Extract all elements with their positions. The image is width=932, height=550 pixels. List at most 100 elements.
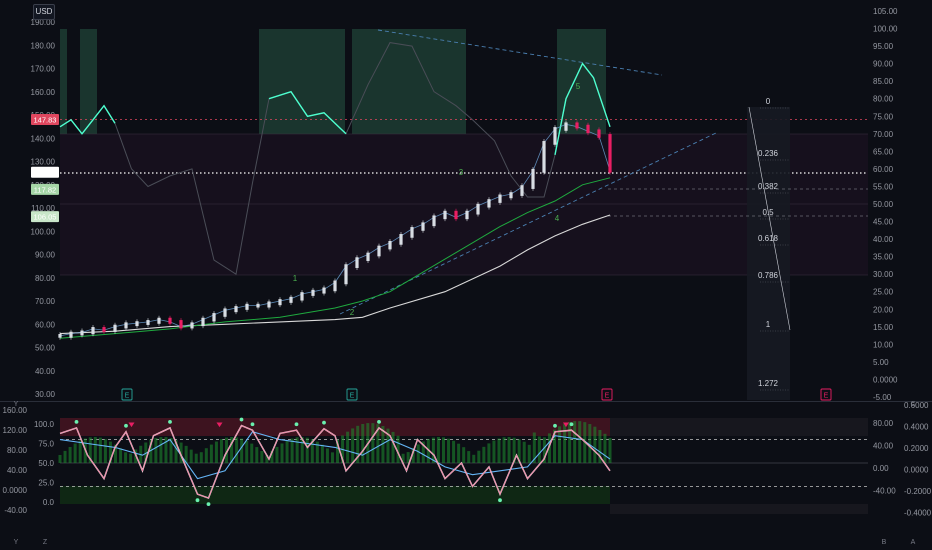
fib-level-label: 0.786 <box>758 271 779 280</box>
right-scale-tick: 90.00 <box>873 60 894 69</box>
osc-signal-dot <box>74 420 79 424</box>
osc-right-tick: -0.4000 <box>904 509 932 518</box>
candle-body <box>421 222 425 231</box>
right-scale-tick: 70.00 <box>873 130 894 139</box>
wave-label: 5 <box>576 82 581 91</box>
oscillator-overlay-segment-2 <box>268 90 347 135</box>
earnings-marker[interactable]: E <box>121 388 133 401</box>
left-price-tick: 90.00 <box>35 251 56 260</box>
candle-body <box>102 327 106 332</box>
osc-right-inner-tick: 0.00 <box>873 464 889 473</box>
candle-body <box>377 245 381 257</box>
earnings-marker[interactable]: E <box>601 388 613 401</box>
resistance-trend-line <box>377 29 663 76</box>
price-badge: 117.82 <box>31 183 59 195</box>
candle-body <box>146 320 150 325</box>
right-scale-tick: 55.00 <box>873 182 894 191</box>
candle-body <box>135 321 139 327</box>
osc-left-tick: 40.00 <box>7 466 28 475</box>
right-scale-tick: 105.00 <box>873 7 898 16</box>
candle-body <box>190 322 194 329</box>
fib-level-label: 0.618 <box>758 234 779 243</box>
candle-body <box>168 317 172 324</box>
oscillator-panel[interactable] <box>58 417 868 514</box>
candle-body <box>289 296 293 303</box>
left-price-tick: 100.00 <box>31 227 56 236</box>
candle-body <box>278 299 282 306</box>
osc-slow-line <box>59 431 611 480</box>
price-series <box>58 42 612 340</box>
right-scale-tick: 60.00 <box>873 165 894 174</box>
osc-left-inner-tick: 100.0 <box>34 420 55 429</box>
osc-sell-marker <box>563 422 569 428</box>
left-price-tick: 80.00 <box>35 274 56 283</box>
osc-signal-dot <box>239 417 244 422</box>
earnings-marker-box <box>346 388 358 401</box>
osc-signal-dot <box>498 498 502 503</box>
green-zone-0 <box>60 29 67 134</box>
right-scale-tick: 20.00 <box>873 305 894 314</box>
candle-body <box>223 308 227 317</box>
currency-button[interactable]: USD <box>33 4 55 20</box>
candle-body <box>58 334 62 338</box>
price-badge-label: 125.17 <box>34 168 57 177</box>
osc-corner-icon-right: C <box>910 401 915 408</box>
left-price-tick: 40.00 <box>35 367 56 376</box>
bottom-right-icon: A <box>911 539 916 546</box>
purple-zone-band <box>60 134 868 275</box>
lower-zone-future <box>610 504 868 514</box>
candle-body <box>124 322 128 329</box>
bottom-bar[interactable]: Y Z B A Y C <box>0 401 932 550</box>
osc-signal-dot <box>569 422 574 427</box>
earnings-marker-label: E <box>125 393 130 400</box>
candle-body <box>520 185 524 196</box>
candle-body <box>564 122 568 131</box>
oscillator-overlay-segment-1 <box>59 104 116 135</box>
price-badge-bg <box>31 211 59 223</box>
left-price-tick: 70.00 <box>35 297 56 306</box>
bottom-bar-bg <box>0 531 932 550</box>
candle-body <box>465 210 469 220</box>
candle-body <box>355 257 359 268</box>
fib-level-label: 0.382 <box>758 182 779 191</box>
fib-level-label: 1.272 <box>758 379 779 388</box>
candle-body <box>542 141 546 173</box>
wave-label: 3 <box>459 168 464 177</box>
osc-signal-dot <box>168 420 172 424</box>
bottom-right-icon: B <box>882 539 887 546</box>
osc-right-inner-tick: -40.00 <box>873 487 896 496</box>
candle-body <box>91 327 95 335</box>
overbought-zone-future <box>610 418 868 436</box>
price-badge-bg <box>31 114 59 126</box>
candle-body <box>388 241 392 250</box>
osc-left-inner-tick: 75.0 <box>38 440 54 449</box>
candle-body <box>234 306 238 313</box>
candle-body <box>267 301 271 308</box>
candle-body <box>509 192 513 199</box>
wave-label: 4 <box>555 214 560 223</box>
right-scale-tick: 5.00 <box>873 358 889 367</box>
right-scale-tick: 25.00 <box>873 288 894 297</box>
candle-body <box>531 168 535 189</box>
candle-body <box>179 320 183 329</box>
osc-right-tick: 0.6000 <box>904 401 929 410</box>
elliott-wave-labels: 1 2 3 4 5 <box>293 82 581 317</box>
osc-left-tick: 120.00 <box>3 426 28 435</box>
right-scale-tick: 100.00 <box>873 25 898 34</box>
candle-body <box>498 194 502 203</box>
osc-signal-dot <box>250 422 255 427</box>
right-scale-tick: 45.00 <box>873 218 894 227</box>
left-price-tick: 160.00 <box>31 88 56 97</box>
osc-signal-dot <box>294 422 299 427</box>
earnings-marker[interactable]: E <box>820 388 832 401</box>
earnings-marker[interactable]: E <box>346 388 358 401</box>
price-badge-bg <box>31 166 59 178</box>
oscillator-series <box>58 417 868 506</box>
candle-body <box>300 292 304 301</box>
candle-body <box>410 227 414 238</box>
candle-body <box>344 264 348 285</box>
